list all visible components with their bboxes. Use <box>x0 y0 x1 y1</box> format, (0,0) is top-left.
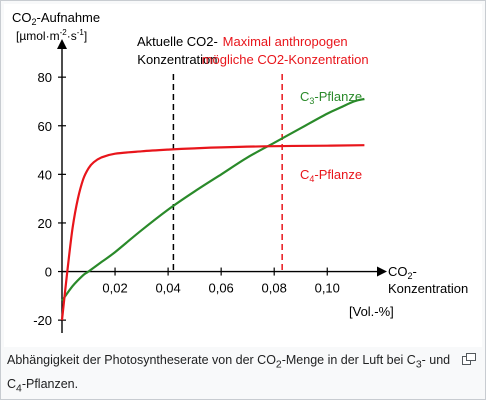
y-tick-label: -20 <box>33 313 52 328</box>
annotation-current-co2-line1: Aktuelle CO2- <box>137 34 218 49</box>
figure-caption: Abhängigkeit der Photosyntheserate von d… <box>7 353 451 394</box>
chart-image[interactable]: CO2-Aufnahme [µmol·m-2·s-1] Aktuelle CO2… <box>4 4 482 347</box>
c4-curve <box>60 144 365 321</box>
chart: CO2-Aufnahme [µmol·m-2·s-1] Aktuelle CO2… <box>12 10 468 333</box>
x-tick-label: 0,04 <box>155 281 180 296</box>
y-tick-label: 80 <box>38 70 52 85</box>
x-axis-unit: [Vol.-%] <box>349 304 394 319</box>
y-tick-label: 0 <box>45 265 52 280</box>
y-tick-label: 20 <box>38 216 52 231</box>
enlarge-icon[interactable] <box>462 353 476 365</box>
series-label-c4: C4-Pflanze <box>300 167 362 184</box>
c3-curve <box>61 97 365 302</box>
axis-ticks: -20 0 20 40 60 80 0,02 0,04 0,06 0,08 0,10 <box>33 70 340 328</box>
y-axis-label-line1: CO2-Aufnahme <box>12 10 100 27</box>
chart-marks <box>60 74 365 321</box>
x-tick-label: 0,10 <box>315 281 340 296</box>
annotation-max-co2-line1: Maximal anthropogen <box>223 34 348 49</box>
y-tick-label: 40 <box>38 167 52 182</box>
y-axis-label-line2: [µmol·m-2·s-1] <box>16 28 87 43</box>
x-axis-label-line2: Konzentration <box>388 281 468 296</box>
annotation-max-co2-line2: mögliche CO2-Konzentration <box>202 52 369 67</box>
x-tick-label: 0,08 <box>262 281 287 296</box>
annotation-current-co2-line2: Konzentration <box>137 52 217 67</box>
x-tick-label: 0,02 <box>102 281 127 296</box>
series-label-c3: C3-Pflanze <box>300 89 362 106</box>
x-tick-label: 0,06 <box>208 281 233 296</box>
y-tick-label: 60 <box>38 119 52 134</box>
x-axis-label-line1: CO2- <box>388 264 417 281</box>
